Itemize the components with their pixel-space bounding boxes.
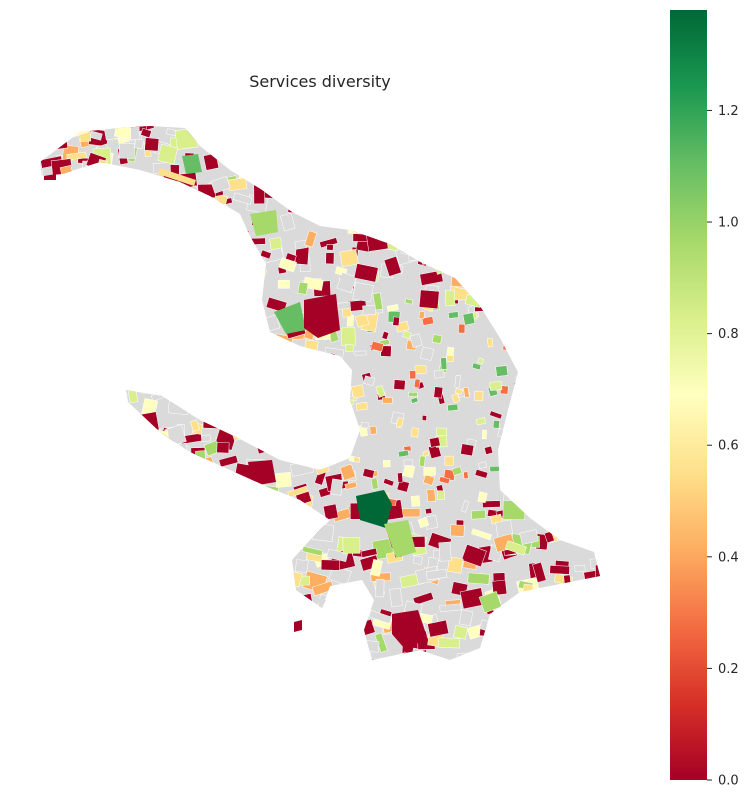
colorbar-tick-label: 0.6 [718, 439, 739, 454]
colorbar-tick-label: 1.2 [718, 104, 739, 119]
colorbar-tick-label: 0.8 [718, 327, 739, 342]
colorbar-ticks: 0.0 0.2 0.4 0.6 0.8 1.0 1.2 [707, 104, 739, 789]
colorbar-tick-label: 1.0 [718, 216, 739, 231]
map-title: Services diversity [249, 72, 391, 91]
colorbar-tick-label: 0.2 [718, 662, 739, 677]
colorbar-tick-label: 0.4 [718, 550, 739, 565]
outlying-districts [44, 174, 326, 632]
colorbar-gradient [670, 10, 707, 780]
colorbar-tick-label: 0.0 [718, 774, 739, 789]
